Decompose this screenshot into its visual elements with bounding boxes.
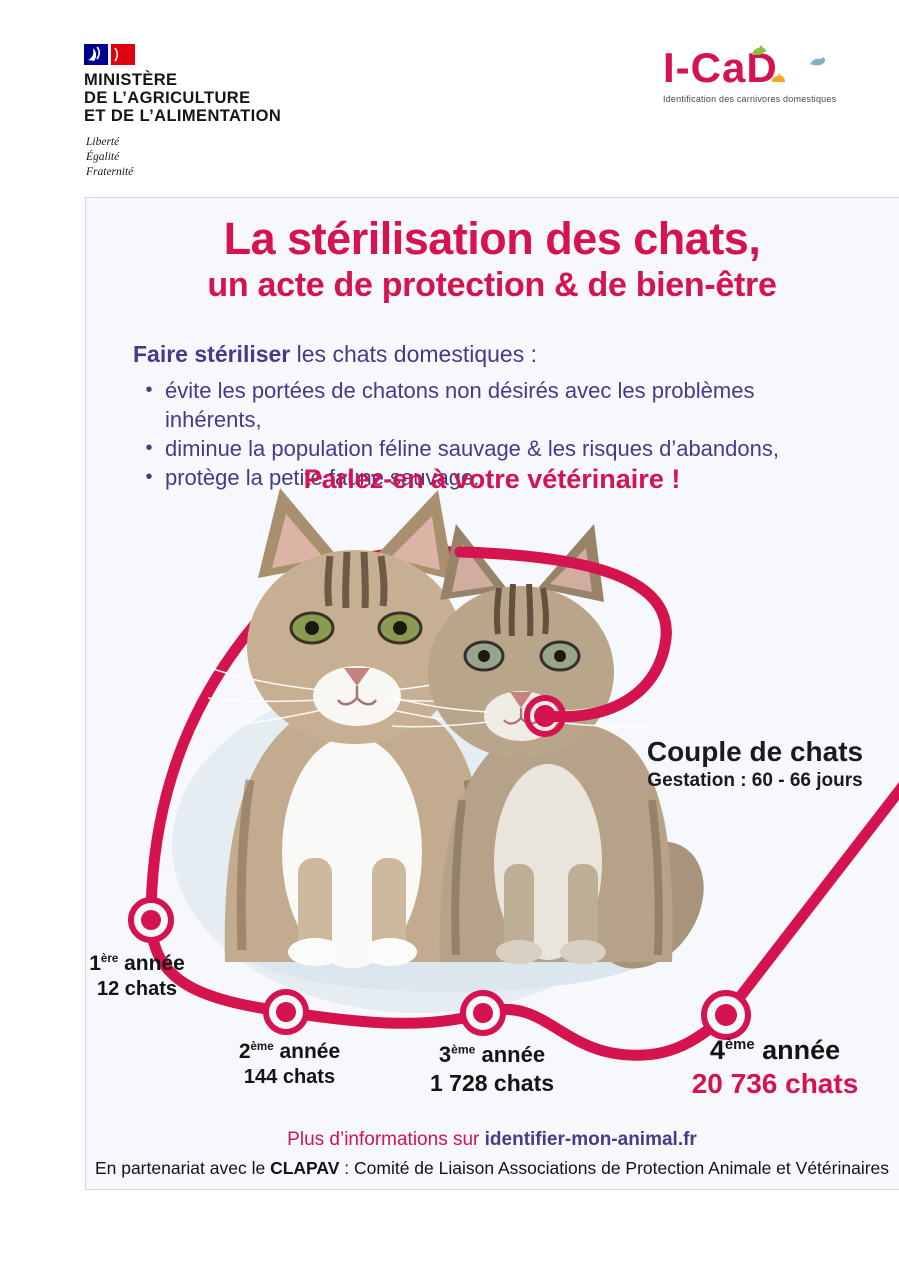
motto-egalite: Égalité (86, 151, 120, 163)
partnership-clapav: CLAPAV (270, 1158, 340, 1178)
ministry-logo-block: MINISTÈRE DE L’AGRICULTURE ET DE L’ALIME… (84, 44, 384, 180)
couple-label-block: Couple de chats Gestation : 60 - 66 jour… (620, 736, 890, 792)
bullet-dot-icon: • (145, 379, 153, 401)
year1-label-block: 1ère année 12 chats (72, 952, 202, 1001)
year3-count: 1 728 chats (429, 1070, 555, 1096)
bullet-item: • diminue la population féline sauvage &… (133, 434, 813, 463)
icad-tagline: Identification des carnivores domestique… (663, 94, 837, 104)
cta-veterinaire: Parlez-en à votre vétérinaire ! (303, 464, 681, 494)
partnership-line: En partenariat avec le CLAPAV : Comité d… (85, 1158, 899, 1179)
year4-label: 4ème année (709, 1035, 841, 1065)
poster-title-line2: un acte de protection & de bien-être (207, 266, 777, 304)
year2-label: 2ème année (238, 1040, 341, 1063)
partnership-prefix: En partenariat avec le (94, 1158, 271, 1178)
year2-count: 144 chats (243, 1066, 336, 1088)
bullet-dot-icon: • (145, 437, 153, 459)
year4-label-block: 4ème année 20 736 chats (675, 1035, 875, 1100)
year4-count: 20 736 chats (691, 1068, 859, 1099)
bullet-item: • protège la petite faune sauvage. (133, 463, 813, 492)
french-flag-icon (84, 44, 136, 65)
year2-label-block: 2ème année 144 chats (222, 1040, 357, 1089)
gestation-label: Gestation : 60 - 66 jours (647, 770, 863, 791)
ministry-name-line3: ET DE L’ALIMENTATION (84, 107, 282, 125)
year1-label: 1ère année (89, 952, 185, 975)
couple-label: Couple de chats (646, 736, 864, 767)
bullet-text-3: protège la petite faune sauvage. (165, 465, 480, 490)
bullet-item: • évite les portées de chatons non désir… (133, 376, 813, 434)
icad-ferret-icon (810, 57, 826, 66)
partnership-rest: : Comité de Liaison Associations de Prot… (339, 1158, 890, 1178)
icad-dog-icon (752, 45, 766, 55)
year3-label-block: 3ème année 1 728 chats (412, 1042, 572, 1097)
icad-logo-block: I-CaD Identification des carnivores dome… (663, 45, 863, 104)
intro-lead-bold: Faire stériliser (133, 341, 291, 367)
bullet-text-2: diminue la population féline sauvage & l… (165, 436, 779, 461)
more-info-prefix: Plus d’informations sur (287, 1129, 485, 1150)
year3-label: 3ème année (438, 1042, 546, 1067)
poster-title-line1: La stérilisation des chats, (223, 213, 761, 264)
intro-lead-rest: les chats domestiques : (290, 341, 537, 367)
ministry-name-line1: MINISTÈRE (84, 71, 178, 89)
identifier-mon-animal-link[interactable]: identifier-mon-animal.fr (484, 1129, 697, 1150)
motto-liberte: Liberté (86, 136, 120, 148)
motto-fraternite: Fraternité (86, 166, 134, 178)
bullet-dot-icon: • (145, 466, 153, 488)
intro-block: Faire stériliser les chats domestiques :… (133, 341, 813, 492)
icad-cat-icon (772, 73, 785, 82)
bullet-text-1: évite les portées de chatons non désirés… (165, 378, 755, 432)
more-info-line: Plus d’informations sur identifier-mon-a… (85, 1129, 899, 1151)
intro-lead: Faire stériliser les chats domestiques : (133, 341, 813, 368)
year1-count: 12 chats (96, 978, 178, 1000)
ministry-name-line2: DE L’AGRICULTURE (84, 89, 251, 107)
